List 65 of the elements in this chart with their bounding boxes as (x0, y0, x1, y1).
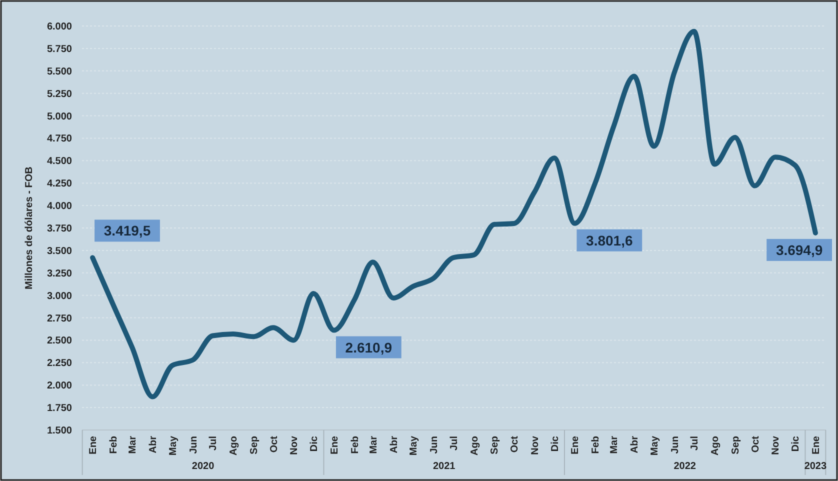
x-tick-label: Oct (510, 435, 521, 453)
y-tick-label: 1.500 (46, 426, 72, 436)
x-tick-label: Jun (670, 436, 681, 454)
y-tick-label: 3.750 (46, 224, 72, 234)
x-tick-label: Feb (590, 436, 602, 454)
y-tick-label: 3.000 (46, 290, 72, 302)
x-tick-label: Feb (108, 436, 120, 454)
text: 2020 (192, 461, 215, 472)
x-tick-label: Oct (268, 435, 280, 453)
x-tick-label: Ene (88, 436, 100, 454)
y-tick-label: 2.500 (46, 336, 72, 347)
x-tick-label: Ene (570, 436, 582, 454)
y-tick-label: 3.250 (46, 268, 72, 280)
y-tick-label: 4.250 (46, 178, 72, 190)
data-label: 3.694,9 (776, 242, 823, 258)
x-tick-label: Ago (710, 436, 722, 456)
text: 2023 (804, 461, 828, 472)
x-tick-label: Nov (770, 436, 782, 455)
x-tick-label: Dic (790, 436, 802, 452)
y-tick-label: 5.500 (46, 66, 72, 78)
x-tick-label: Sep (490, 436, 501, 454)
data-label: 2.610,9 (345, 339, 392, 356)
y-tick-label: 4.500 (46, 156, 72, 168)
y-tick-label: 5.750 (46, 44, 72, 55)
x-tick-label: Sep (730, 436, 742, 454)
x-tick-label: Dic (309, 436, 320, 452)
x-tick-label: Abr (388, 436, 400, 454)
x-tick-label: Abr (148, 436, 160, 454)
data-label: 3.801,6 (586, 232, 633, 248)
x-tick-label: Jul (448, 436, 460, 450)
y-axis-title: Millones de dólares - FOB (24, 166, 35, 290)
x-tick-label: Sep (248, 436, 260, 454)
data-label: 3.419,5 (104, 222, 151, 239)
y-tick-label: 4.750 (46, 134, 72, 145)
y-tick-label: 4.000 (46, 201, 72, 212)
y-tick-label: 2.750 (46, 313, 72, 324)
y-tick-label: 6.000 (46, 22, 72, 32)
x-tick-label: Feb (350, 436, 361, 454)
x-tick-label: Ene (329, 436, 340, 454)
x-tick-label: Nov (530, 436, 541, 455)
text: 2022 (674, 461, 696, 472)
x-tick-label: Mar (368, 436, 380, 454)
y-tick-label: 2.250 (46, 358, 72, 370)
x-tick-label: Ago (469, 436, 480, 456)
y-tick-label: 2.000 (46, 380, 72, 392)
x-tick-label: Jul (690, 436, 701, 450)
x-tick-label: May (408, 436, 420, 456)
x-tick-label: May (649, 436, 660, 456)
text: 2021 (432, 461, 456, 472)
y-tick-label: 1.750 (46, 403, 72, 414)
x-tick-label: Oct (750, 435, 762, 453)
y-tick-label: 5.000 (46, 111, 72, 122)
x-tick-label: Ago (228, 436, 240, 456)
x-tick-label: Jun (429, 436, 440, 454)
x-tick-label: Nov (289, 436, 300, 455)
y-tick-label: 5.250 (46, 88, 72, 100)
x-tick-label: Ene (810, 436, 822, 454)
x-tick-label: Jul (208, 436, 220, 450)
y-tick-label: 3.500 (46, 246, 72, 257)
x-tick-label: May (168, 436, 179, 456)
x-tick-label: Dic (550, 436, 561, 452)
x-tick-label: Mar (128, 436, 139, 454)
x-tick-label: Mar (609, 436, 620, 454)
x-tick-label: Abr (630, 436, 641, 454)
x-tick-label: Jun (188, 436, 200, 454)
